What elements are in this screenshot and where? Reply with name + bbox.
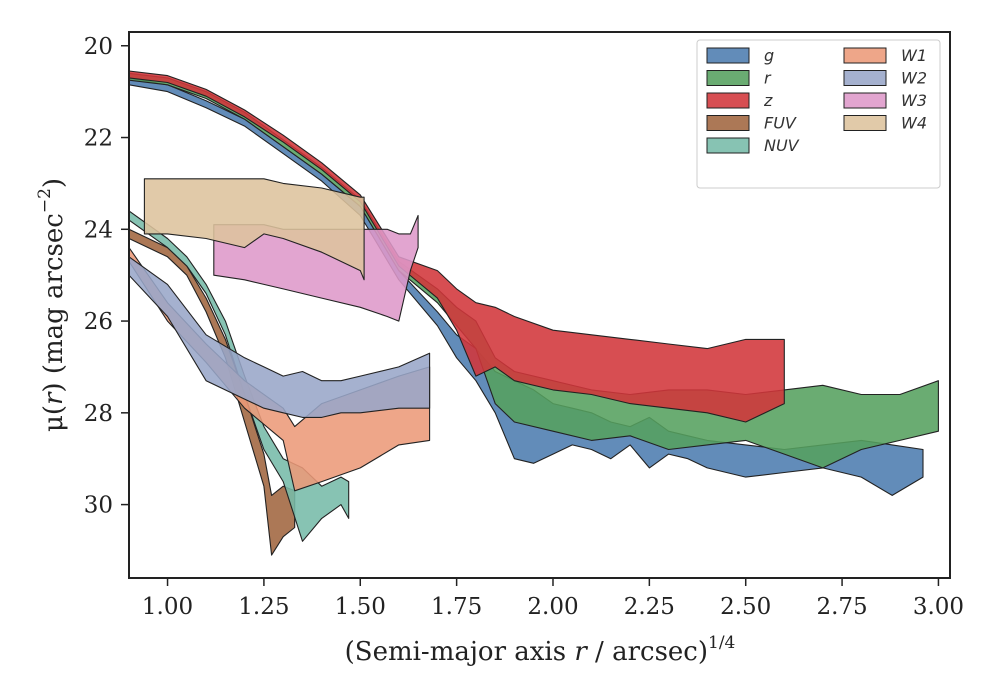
legend-swatch-w1 <box>843 47 887 64</box>
plot-frame <box>128 31 951 579</box>
x-tick-label: 1.00 <box>142 594 193 620</box>
legend-label-w4: W4 <box>901 114 927 133</box>
legend-swatch-w2 <box>843 70 887 86</box>
legend-label-w1: W1 <box>901 46 927 65</box>
band-fuv <box>129 228 296 556</box>
x-axis: 1.00 1.25 1.50 1.75 2.00 2.25 2.50 2.75 3.00 <box>142 578 964 620</box>
y-tick-label: 24 <box>84 217 113 243</box>
x-tick-label: 2.25 <box>624 594 675 620</box>
legend-label-z: z <box>763 91 773 110</box>
legend-label-w3: W3 <box>901 91 927 110</box>
legend-label-g: g <box>764 46 774 65</box>
x-tick-label: 3.00 <box>913 594 964 620</box>
y-tick-label: 22 <box>84 126 113 152</box>
series-layer <box>129 70 939 556</box>
x-tick-label: 1.75 <box>431 594 482 620</box>
y-tick-label: 20 <box>84 34 113 60</box>
legend-label-nuv: NUV <box>764 136 800 155</box>
x-tick-label: 1.50 <box>335 594 386 620</box>
band-w2 <box>129 256 431 418</box>
legend-swatch-fuv <box>706 115 750 131</box>
y-tick-label: 30 <box>84 493 113 519</box>
band-w4 <box>143 178 365 281</box>
legend: grz FUV NUV W1 W2 W3 W4 <box>696 39 941 189</box>
x-tick-label: 1.25 <box>238 594 289 620</box>
x-tick-label: 2.00 <box>527 594 578 620</box>
legend-swatch-nuv <box>706 137 750 154</box>
legend-swatch-z <box>706 92 750 109</box>
y-axis-label: μ(r) (mag arcsec−2) <box>35 178 69 432</box>
legend-swatch-w3 <box>843 92 887 109</box>
y-axis: 20 22 24 26 28 30 <box>84 34 129 519</box>
legend-swatch-w4 <box>843 115 887 131</box>
x-axis-label: (Semi-major axis r / arcsec)1/4 <box>345 633 736 667</box>
y-tick-label: 28 <box>84 401 113 427</box>
y-tick-label: 26 <box>84 309 113 335</box>
legend-swatch-r <box>706 70 750 86</box>
legend-swatch-g <box>706 47 750 64</box>
x-tick-label: 2.75 <box>816 594 867 620</box>
legend-label-r: r <box>764 69 772 88</box>
legend-label-fuv: FUV <box>764 114 797 133</box>
x-tick-label: 2.50 <box>720 594 771 620</box>
legend-label-w2: W2 <box>901 69 927 88</box>
